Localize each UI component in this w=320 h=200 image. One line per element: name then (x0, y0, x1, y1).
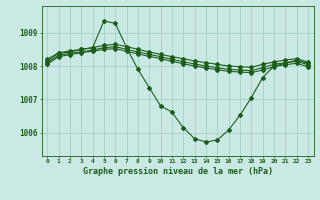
X-axis label: Graphe pression niveau de la mer (hPa): Graphe pression niveau de la mer (hPa) (83, 167, 273, 176)
